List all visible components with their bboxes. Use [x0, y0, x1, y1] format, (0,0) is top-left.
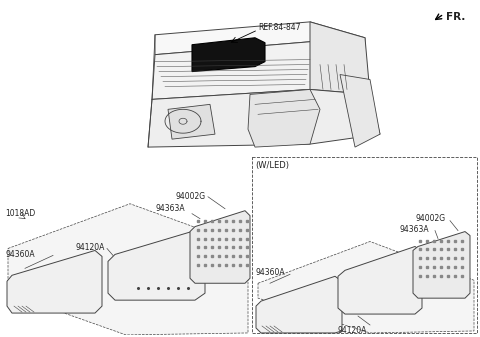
- Polygon shape: [190, 211, 250, 283]
- Polygon shape: [338, 246, 422, 314]
- Text: 94002G: 94002G: [175, 192, 205, 201]
- Polygon shape: [413, 232, 470, 298]
- Ellipse shape: [305, 298, 325, 314]
- Polygon shape: [168, 104, 215, 139]
- Polygon shape: [8, 204, 248, 335]
- Text: 94363A: 94363A: [155, 204, 185, 213]
- Text: FR.: FR.: [446, 12, 466, 22]
- Ellipse shape: [125, 256, 151, 276]
- Ellipse shape: [270, 296, 294, 316]
- Polygon shape: [148, 89, 380, 147]
- Ellipse shape: [388, 270, 408, 286]
- Text: 94360A: 94360A: [5, 250, 35, 259]
- Text: 94002G: 94002G: [415, 214, 445, 223]
- Bar: [252, 157, 477, 333]
- Polygon shape: [256, 276, 342, 333]
- Polygon shape: [340, 74, 380, 147]
- Text: 1018AD: 1018AD: [5, 209, 35, 218]
- Text: REF.84-847: REF.84-847: [258, 23, 300, 32]
- Polygon shape: [155, 22, 365, 55]
- Polygon shape: [108, 231, 205, 300]
- Polygon shape: [258, 242, 474, 333]
- Text: 94360A: 94360A: [256, 268, 286, 277]
- Text: 94120A: 94120A: [338, 326, 367, 335]
- Polygon shape: [192, 38, 265, 71]
- Ellipse shape: [163, 254, 185, 271]
- Ellipse shape: [24, 271, 52, 293]
- Polygon shape: [248, 89, 320, 147]
- Polygon shape: [310, 22, 370, 94]
- Text: 94363A: 94363A: [400, 225, 430, 234]
- Polygon shape: [152, 42, 370, 99]
- Ellipse shape: [353, 272, 377, 291]
- Text: 94120A: 94120A: [75, 244, 104, 252]
- Ellipse shape: [61, 273, 83, 291]
- Polygon shape: [7, 250, 102, 313]
- Text: (W/LED): (W/LED): [255, 161, 289, 170]
